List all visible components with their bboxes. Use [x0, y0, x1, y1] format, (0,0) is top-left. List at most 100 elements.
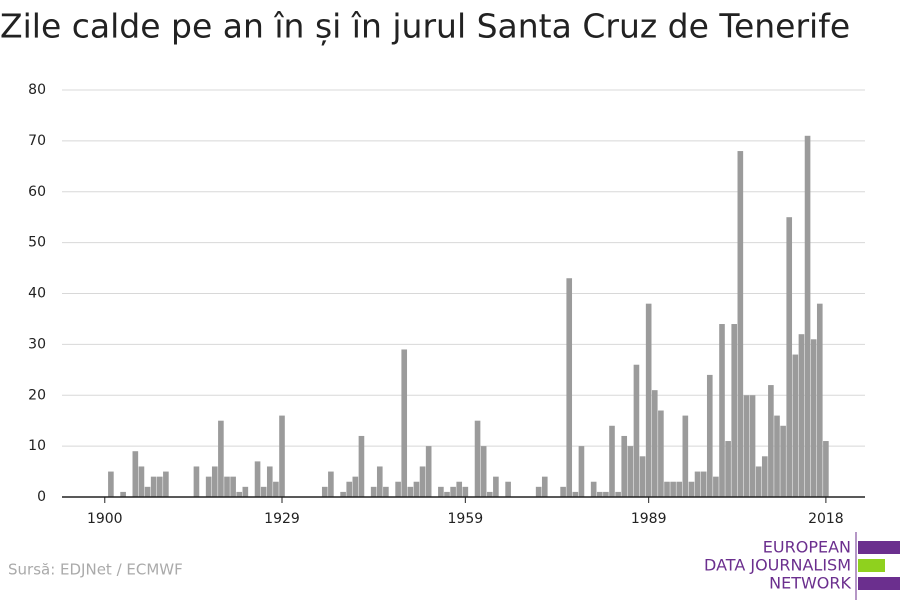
bar — [413, 481, 420, 497]
bar — [590, 481, 597, 497]
bar — [774, 415, 780, 497]
x-tick-label: 1989 — [631, 511, 667, 527]
bar — [395, 481, 401, 497]
y-tick-label: 80 — [28, 82, 46, 98]
bar — [823, 441, 829, 497]
bar — [328, 471, 334, 497]
bar — [761, 456, 768, 497]
x-tick-label: 1900 — [87, 511, 123, 527]
bar — [120, 491, 126, 497]
bar — [719, 324, 725, 497]
bar — [651, 390, 658, 497]
bar — [205, 476, 212, 497]
bar — [603, 491, 609, 497]
bar — [743, 395, 750, 497]
bar — [407, 486, 414, 497]
logo-bar — [858, 577, 900, 590]
bar — [138, 466, 145, 497]
logo-text: EUROPEAN — [763, 538, 851, 557]
bar — [150, 476, 157, 497]
bar — [108, 471, 114, 497]
bar — [193, 466, 200, 497]
x-tick-label: 1959 — [448, 511, 484, 527]
bar — [279, 415, 285, 497]
bar — [156, 476, 163, 497]
bar — [706, 374, 713, 497]
bar — [541, 476, 548, 497]
x-tick-label: 2018 — [808, 511, 844, 527]
bar — [804, 135, 811, 497]
bar — [340, 491, 346, 497]
bar — [486, 491, 493, 497]
bar — [444, 491, 450, 497]
bar — [725, 441, 731, 497]
bar — [713, 476, 719, 497]
y-tick-label: 0 — [37, 489, 46, 505]
source: Sursă: EDJNet / ECMWF — [8, 561, 183, 579]
y-tick-label: 40 — [28, 286, 46, 302]
logo-text: DATA JOURNALISM — [704, 556, 851, 575]
bar — [798, 334, 805, 497]
bar — [670, 481, 676, 497]
bar — [218, 420, 224, 497]
bar — [645, 303, 652, 497]
bar — [493, 476, 499, 497]
bar — [132, 451, 139, 497]
bar — [621, 435, 628, 497]
bar — [688, 481, 695, 497]
bar — [144, 486, 151, 497]
y-tick-label: 60 — [28, 184, 46, 200]
bar — [780, 425, 786, 497]
bar — [810, 339, 817, 497]
bar — [236, 491, 243, 497]
bar — [596, 491, 603, 497]
bar — [786, 217, 793, 497]
bar — [627, 446, 634, 497]
bar — [816, 303, 823, 497]
bar — [700, 471, 707, 497]
bar — [676, 481, 683, 497]
bar — [749, 395, 756, 497]
logo-text: NETWORK — [769, 574, 851, 593]
bar — [163, 471, 169, 497]
bar — [242, 486, 249, 497]
bar — [358, 435, 365, 497]
bar — [792, 354, 799, 497]
bar — [230, 476, 236, 497]
chart-title: Zile calde pe an în și în jurul Santa Cr… — [0, 7, 850, 46]
bar — [474, 420, 481, 497]
logo-bar — [858, 541, 900, 554]
x-tick-label: 1929 — [264, 511, 300, 527]
bar — [639, 456, 646, 497]
logo-bar — [858, 559, 885, 572]
bar — [615, 491, 621, 497]
bar — [376, 466, 383, 497]
bar — [425, 446, 432, 497]
bar — [658, 410, 664, 497]
bar — [755, 466, 762, 497]
y-tick-label: 10 — [28, 438, 46, 454]
bar — [266, 466, 273, 497]
bar — [480, 446, 487, 497]
bar — [737, 151, 744, 498]
bar — [462, 486, 469, 497]
bar — [211, 466, 218, 497]
bar — [260, 486, 267, 497]
bar — [566, 278, 573, 497]
bar — [352, 476, 359, 497]
bar — [273, 481, 279, 497]
y-tick-label: 50 — [28, 235, 46, 251]
bar — [438, 486, 444, 497]
y-tick-label: 30 — [28, 336, 46, 352]
y-tick-label: 20 — [28, 387, 46, 403]
bar — [731, 324, 738, 497]
bar — [450, 486, 456, 497]
bar — [224, 476, 230, 497]
bar — [383, 486, 389, 497]
bar — [254, 461, 261, 497]
bar — [578, 446, 585, 497]
bar — [609, 425, 615, 497]
bar — [682, 415, 689, 497]
